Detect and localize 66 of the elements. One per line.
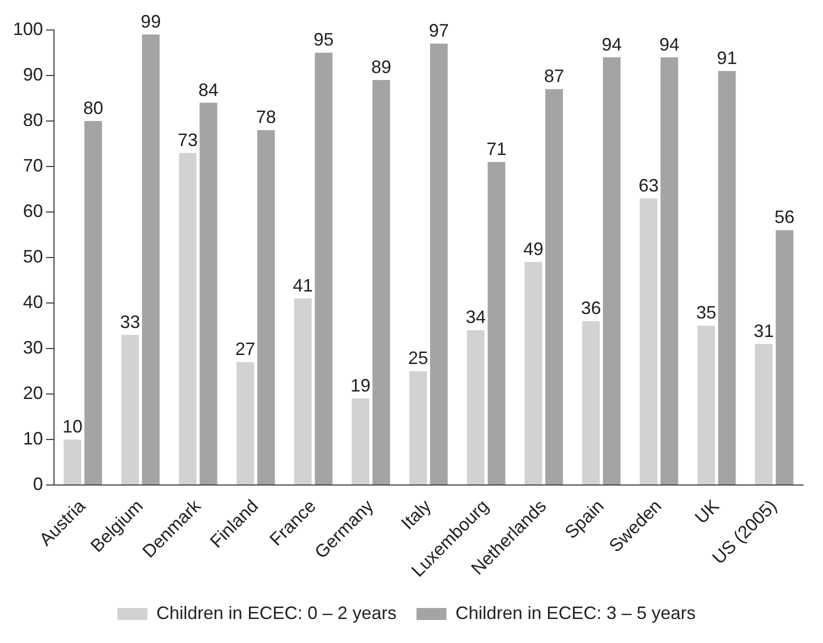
bar xyxy=(430,44,448,484)
data-label: 19 xyxy=(350,375,371,396)
data-label: 35 xyxy=(696,302,716,323)
data-label: 31 xyxy=(754,320,774,341)
bar xyxy=(142,34,160,484)
data-label: 73 xyxy=(178,130,198,150)
data-label: 71 xyxy=(486,138,507,159)
bar xyxy=(178,152,197,484)
y-tick-label: 30 xyxy=(23,337,44,358)
data-label: 41 xyxy=(292,275,313,296)
y-tick-label: 60 xyxy=(23,200,44,221)
data-label: 80 xyxy=(83,98,104,118)
bar xyxy=(776,230,794,484)
data-label: 94 xyxy=(602,34,622,54)
data-label: 49 xyxy=(523,239,544,260)
x-tick-label: UK xyxy=(691,496,723,528)
y-tick-label: 70 xyxy=(23,155,44,176)
bar xyxy=(524,262,542,484)
bar xyxy=(236,362,254,484)
bar xyxy=(602,57,621,484)
bar xyxy=(409,371,427,484)
legend-label: Children in ECEC: 0 – 2 years xyxy=(156,602,396,623)
data-label: 84 xyxy=(198,80,218,100)
y-tick-label: 100 xyxy=(12,18,44,39)
data-label: 99 xyxy=(140,12,161,32)
data-label: 89 xyxy=(371,57,392,78)
bar xyxy=(755,344,773,484)
data-label: 78 xyxy=(256,107,276,128)
y-tick-label: 10 xyxy=(23,428,44,448)
data-label: 27 xyxy=(235,339,256,360)
data-label: 63 xyxy=(638,175,659,196)
data-label: 94 xyxy=(659,34,680,54)
y-tick-label: 20 xyxy=(23,382,44,403)
bar xyxy=(718,70,736,484)
bar xyxy=(294,298,312,484)
data-label: 36 xyxy=(580,298,601,318)
bar xyxy=(466,330,485,484)
bar xyxy=(121,334,139,484)
y-tick-label: 0 xyxy=(33,474,44,494)
bar xyxy=(200,102,218,484)
data-label: 97 xyxy=(428,20,449,41)
data-label: 95 xyxy=(314,30,334,50)
bar xyxy=(582,321,600,484)
data-label: 10 xyxy=(62,416,82,436)
y-tick-label: 80 xyxy=(23,110,44,130)
data-label: 87 xyxy=(544,66,564,86)
y-tick-label: 40 xyxy=(23,292,44,312)
data-label: 33 xyxy=(120,312,140,332)
bar xyxy=(660,57,678,484)
data-label: 56 xyxy=(774,207,795,228)
y-tick-label: 50 xyxy=(23,246,44,266)
data-label: 91 xyxy=(716,48,737,68)
data-label: 34 xyxy=(466,307,486,328)
bar xyxy=(84,120,102,484)
y-tick-label: 90 xyxy=(23,64,44,84)
bar xyxy=(697,326,716,484)
bar xyxy=(545,89,563,484)
bar xyxy=(640,198,658,484)
bar xyxy=(372,80,390,484)
legend-label: Children in ECEC: 3 – 5 years xyxy=(456,602,696,623)
bar xyxy=(64,439,82,484)
bar xyxy=(352,398,370,484)
bar xyxy=(257,130,275,484)
bar xyxy=(314,52,332,484)
bar xyxy=(488,162,506,484)
data-label: 25 xyxy=(408,348,428,368)
